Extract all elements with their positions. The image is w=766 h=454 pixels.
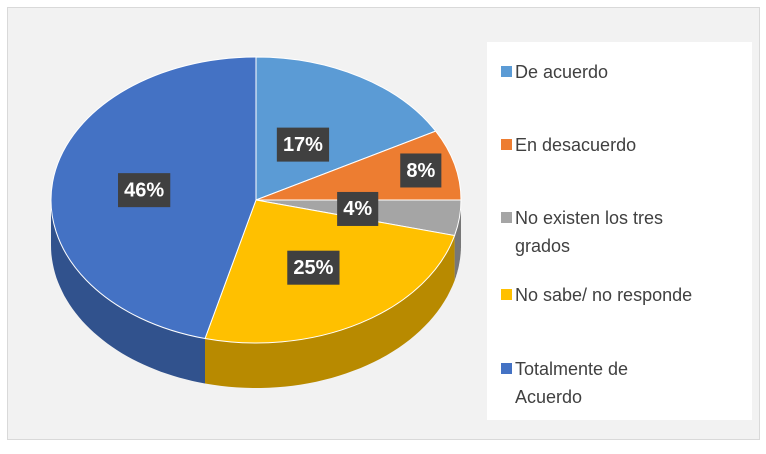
legend-label: No sabe/ no responde [515,285,693,305]
slice-side [51,200,205,384]
data-label-text: 4% [343,198,372,220]
legend-label: No existen los tres grados [515,208,664,256]
legend-swatch [501,363,512,374]
data-label-box [118,173,171,208]
data-label-box [287,250,340,285]
data-label-text: 46% [124,179,164,201]
legend-label: De acuerdo [515,62,609,82]
legend-swatch [501,289,512,300]
legend: De acuerdo En desacuerdo No existen los tr… [487,42,752,420]
legend-label: Totalmente de Acuerdo [515,359,629,407]
data-label-text: 8% [406,160,435,182]
legend-swatch [501,139,512,150]
slice-side [205,235,455,388]
data-label-box [276,127,330,162]
data-label: 4% [337,191,379,226]
data-label-box [337,191,379,226]
data-label: 25% [287,250,340,285]
legend-swatch [501,66,512,77]
data-label: 46% [118,173,171,208]
legend-swatch [501,212,512,223]
data-label-text: 17% [283,134,323,156]
legend-label: En desacuerdo [515,135,637,155]
data-label-text: 25% [293,257,333,279]
data-label-box [400,153,442,188]
data-label: 17% [276,127,330,162]
slice [255,56,437,201]
data-label: 8% [400,153,442,188]
